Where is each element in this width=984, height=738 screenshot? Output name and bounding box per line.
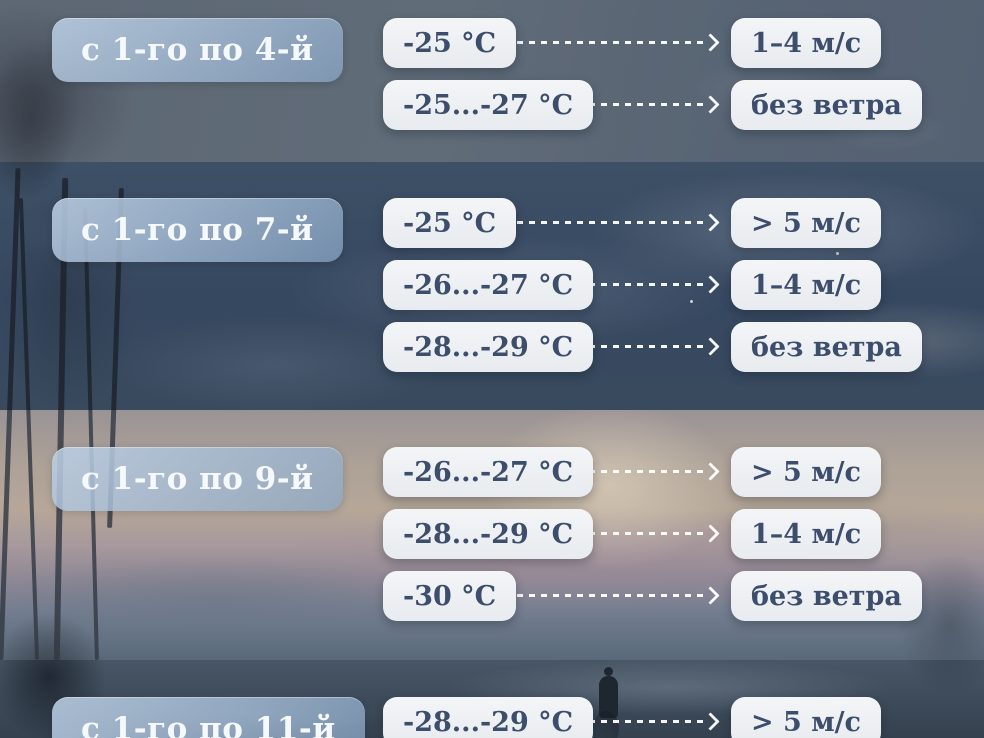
condition-rows: -25 °C > 5 м/с -26...-27 °C 1–4 м/с -28.…: [383, 198, 922, 372]
star-speck: [836, 252, 839, 255]
grade-range-badge: с 1-го по 4-й: [52, 18, 343, 82]
condition-row: -30 °C без ветра: [383, 571, 922, 621]
grade-group-1-7: с 1-го по 7-й -25 °C > 5 м/с -26...-27 °…: [0, 198, 984, 372]
wind-badge: > 5 м/с: [731, 447, 881, 497]
wind-badge: 1–4 м/с: [731, 18, 882, 68]
wind-badge: > 5 м/с: [731, 697, 881, 738]
temperature-badge: -28...-29 °C: [383, 697, 594, 738]
condition-row: -26...-27 °C 1–4 м/с: [383, 260, 895, 310]
wind-badge: > 5 м/с: [731, 198, 881, 248]
dashed-arrow-icon: [577, 720, 703, 723]
tree-silhouette-right: [880, 530, 984, 720]
condition-rows: -25 °C 1–4 м/с -25...-27 °C без ветра: [383, 18, 922, 130]
condition-row: -28...-29 °C > 5 м/с: [383, 697, 895, 738]
temperature-badge: -28...-29 °C: [383, 509, 594, 559]
dashed-arrow-icon: [517, 594, 703, 597]
wind-badge: без ветра: [731, 322, 922, 372]
wind-badge: 1–4 м/с: [731, 260, 882, 310]
grade-group-1-4: с 1-го по 4-й -25 °C 1–4 м/с -25...-27 °…: [0, 18, 984, 130]
person-figure: [599, 667, 618, 718]
temperature-badge: -26...-27 °C: [383, 260, 594, 310]
grade-group-1-9: с 1-го по 9-й -26...-27 °C > 5 м/с -28..…: [0, 447, 984, 621]
condition-row: -25 °C > 5 м/с: [383, 198, 895, 248]
star-speck: [690, 300, 693, 303]
dashed-arrow-icon: [577, 470, 703, 473]
grade-range-badge: с 1-го по 7-й: [52, 198, 343, 262]
condition-row: -25 °C 1–4 м/с: [383, 18, 895, 68]
dashed-arrow-icon: [517, 41, 703, 44]
wind-badge: 1–4 м/с: [731, 509, 882, 559]
grade-group-1-11: с 1-го по 11-й -28...-29 °C > 5 м/с: [0, 697, 984, 738]
grade-range-badge: с 1-го по 9-й: [52, 447, 343, 511]
temperature-badge: -26...-27 °C: [383, 447, 594, 497]
dashed-arrow-icon: [577, 345, 703, 348]
temperature-badge: -25 °C: [383, 198, 517, 248]
condition-row: -25...-27 °C без ветра: [383, 80, 922, 130]
dashed-arrow-icon: [577, 283, 703, 286]
condition-rows: -26...-27 °C > 5 м/с -28...-29 °C 1–4 м/…: [383, 447, 922, 621]
dashed-arrow-icon: [517, 221, 703, 224]
temperature-badge: -28...-29 °C: [383, 322, 594, 372]
condition-row: -28...-29 °C 1–4 м/с: [383, 509, 895, 559]
temperature-badge: -30 °C: [383, 571, 517, 621]
temperature-badge: -25...-27 °C: [383, 80, 594, 130]
condition-row: -26...-27 °C > 5 м/с: [383, 447, 895, 497]
condition-row: -28...-29 °C без ветра: [383, 322, 922, 372]
temperature-badge: -25 °C: [383, 18, 517, 68]
wind-badge: без ветра: [731, 571, 922, 621]
grade-range-badge: с 1-го по 11-й: [52, 697, 365, 738]
wind-badge: без ветра: [731, 80, 922, 130]
condition-rows: -28...-29 °C > 5 м/с: [383, 697, 895, 738]
dashed-arrow-icon: [577, 103, 703, 106]
dashed-arrow-icon: [577, 532, 703, 535]
